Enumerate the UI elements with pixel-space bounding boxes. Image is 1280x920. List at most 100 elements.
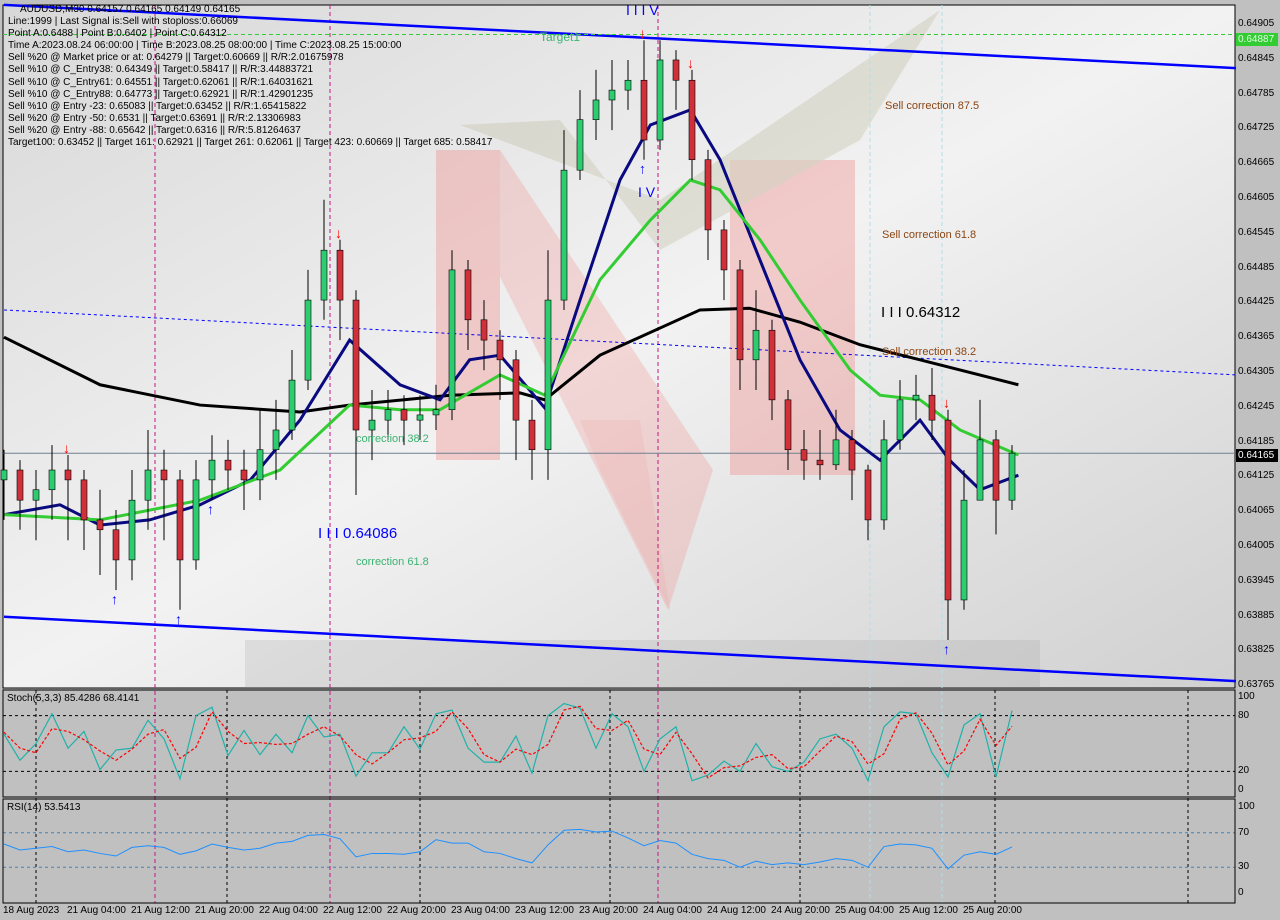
time-tick-label: 18 Aug 2023 <box>3 905 60 916</box>
candle-body <box>768 329 776 401</box>
channel-line <box>3 3 1237 70</box>
price-tick-label: 0.64545 <box>1238 226 1275 238</box>
candle-body <box>864 469 872 521</box>
price-tick-label: 0.64245 <box>1238 400 1275 412</box>
price-tick-label: 0.64665 <box>1238 157 1275 169</box>
price-tick-label: 0.64185 <box>1238 435 1275 447</box>
stoch-signal-line <box>3 705 1013 779</box>
sell-correction-61-label: Sell correction 61.8 <box>882 229 977 241</box>
price-tick-label: 0.64065 <box>1238 505 1275 517</box>
price-tick-label: 0.64605 <box>1238 192 1275 203</box>
channel-lines <box>3 3 1237 683</box>
candle-body <box>384 409 392 421</box>
candle-body <box>992 439 1000 501</box>
sell-arrow-icon: ↓ <box>943 395 950 411</box>
sell-arrow-icon: ↓ <box>639 25 646 41</box>
candle-body <box>0 469 8 481</box>
buy-arrow-icon: ↑ <box>111 591 118 607</box>
candle-body <box>752 329 760 361</box>
time-tick-label: 23 Aug 04:00 <box>451 905 510 916</box>
time-tick-label: 21 Aug 20:00 <box>195 905 254 916</box>
sell-arrow-icon: ↓ <box>335 225 342 241</box>
price-tick-label: 0.64845 <box>1238 52 1275 64</box>
time-tick-label: 22 Aug 12:00 <box>323 905 382 916</box>
time-tick-label: 24 Aug 20:00 <box>771 905 830 916</box>
candle-body <box>688 79 696 161</box>
stoch-tick-label: 80 <box>1238 709 1250 721</box>
rsi-tick-label: 100 <box>1238 801 1255 812</box>
candle-body <box>336 249 344 301</box>
candle-body <box>624 79 632 91</box>
rsi-label: RSI(14) 53.5413 <box>7 802 81 813</box>
candle-body <box>896 399 904 441</box>
target1-label: Target1 <box>540 30 581 44</box>
info-line: Time A:2023.08.24 06:00:00 | Time B:2023… <box>8 40 402 52</box>
time-tick-label: 23 Aug 12:00 <box>515 905 574 916</box>
candle-body <box>640 79 648 141</box>
sell-arrow-icon: ↓ <box>63 440 70 456</box>
candle-body <box>224 459 232 471</box>
candle-body <box>96 519 104 531</box>
channel-line <box>3 309 1237 376</box>
buy-arrow-icon: ↑ <box>207 501 214 517</box>
candle-body <box>368 419 376 431</box>
buy-arrow-icon: ↑ <box>175 611 182 627</box>
info-line: Sell %20 @ Entry -50: 0.6531 || Target:0… <box>8 112 301 124</box>
stoch-tick-label: 0 <box>1238 784 1244 795</box>
candle-body <box>64 469 72 481</box>
point-low-label: I I I 0.64086 <box>318 525 398 542</box>
candle-body <box>1008 452 1016 501</box>
price-tick-label: 0.63945 <box>1238 574 1275 586</box>
candle-body <box>400 409 408 421</box>
candle-body <box>304 299 312 381</box>
candle-body <box>544 299 552 451</box>
info-line: Sell %10 @ C_Entry88: 0.64773 || Target:… <box>8 88 313 100</box>
info-line: Sell %10 @ C_Entry61: 0.64551 || Target:… <box>8 76 313 88</box>
stoch-tick-label: 20 <box>1238 765 1250 777</box>
info-line: Line:1999 | Last Signal is:Sell with sto… <box>8 16 238 28</box>
candle-body <box>736 269 744 361</box>
stoch-main-line <box>3 702 1013 783</box>
moving-average-line <box>3 107 1019 527</box>
candle-body <box>416 414 424 421</box>
signal-info-panel: AUDUSD,M30 0.64157 0.64165 0.64149 0.641… <box>8 4 492 149</box>
candle-body <box>576 119 584 171</box>
rsi-panel <box>2 798 1236 904</box>
buy-arrow-icon: ↑ <box>943 641 950 657</box>
stochastic-lines <box>3 702 1013 783</box>
price-tick-label: 0.64005 <box>1238 540 1275 551</box>
candle-body <box>848 439 856 471</box>
sell-correction-38-label: Sell correction 38.2 <box>882 346 977 358</box>
candle-body <box>432 409 440 416</box>
candle-body <box>192 479 200 561</box>
candle-body <box>528 419 536 451</box>
price-tick-label: 0.64365 <box>1238 331 1275 343</box>
price-tick-label: 0.64725 <box>1238 122 1275 134</box>
time-tick-label: 21 Aug 04:00 <box>67 905 126 916</box>
wave-label-top: I I I V <box>626 2 659 18</box>
candle-body <box>928 394 936 421</box>
candle-body <box>288 379 296 431</box>
candle-body <box>128 499 136 561</box>
candle-body <box>112 529 120 561</box>
target-price-label: 0.64887 <box>1238 33 1275 45</box>
price-tick-label: 0.63765 <box>1238 679 1275 691</box>
time-tick-label: 24 Aug 12:00 <box>707 905 766 916</box>
price-tick-label: 0.64305 <box>1238 366 1275 377</box>
time-tick-label: 25 Aug 20:00 <box>963 905 1022 916</box>
time-tick-label: 25 Aug 12:00 <box>899 905 958 916</box>
candle-body <box>496 339 504 361</box>
candle-body <box>912 394 920 401</box>
candle-body <box>16 469 24 501</box>
rsi-line <box>3 828 1013 870</box>
buy-arrow-icon: ↑ <box>639 161 646 177</box>
info-line: Sell %20 @ Entry -88: 0.65642 || Target:… <box>8 124 301 136</box>
candle-body <box>144 469 152 501</box>
time-tick-label: 24 Aug 04:00 <box>643 905 702 916</box>
price-tick-label: 0.64125 <box>1238 470 1275 482</box>
time-tick-label: 22 Aug 04:00 <box>259 905 318 916</box>
candle-body <box>464 269 472 321</box>
candle-body <box>944 419 952 601</box>
indicator-grid <box>3 690 1235 903</box>
